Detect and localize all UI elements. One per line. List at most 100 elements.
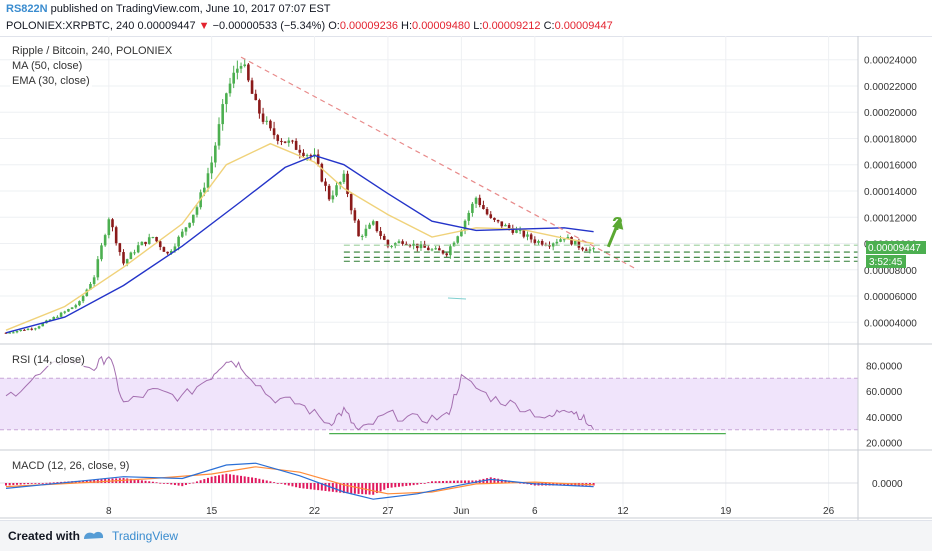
macd-histogram-bar xyxy=(276,483,279,484)
open-label: O: xyxy=(328,20,340,32)
macd-histogram-bar xyxy=(126,478,129,483)
x-tick-label: 12 xyxy=(617,506,629,517)
publish-info: published on TradingView.com, June 10, 2… xyxy=(50,3,331,15)
candle-body xyxy=(191,214,195,223)
tradingview-brand-link[interactable]: TradingView xyxy=(112,529,179,543)
macd-histogram-bar xyxy=(408,483,411,486)
macd-histogram-bar xyxy=(129,478,132,483)
macd-histogram-bar xyxy=(317,483,320,491)
candle-body xyxy=(287,140,291,143)
macd-histogram-bar xyxy=(210,476,213,483)
macd-histogram-bar xyxy=(258,478,261,483)
macd-histogram-bar xyxy=(519,482,522,484)
x-tick-label: 22 xyxy=(309,506,321,517)
candle-body xyxy=(353,210,357,221)
candle-body xyxy=(236,68,239,73)
price-tick-label: 0.00020000 xyxy=(864,108,917,119)
trendline xyxy=(240,56,638,271)
candle-body xyxy=(63,311,67,313)
drawing-mark xyxy=(447,297,467,300)
candle-body xyxy=(540,241,544,245)
chart-canvas[interactable]: 8 15 22 27 Jun 6 12 19 26 0.00004000 0.00006000 0.0… xyxy=(0,36,932,520)
high-label: H: xyxy=(401,20,413,32)
candle-body xyxy=(122,252,125,264)
candle-body xyxy=(298,149,302,153)
macd-histogram-bar xyxy=(49,482,52,484)
macd-histogram-bar xyxy=(280,483,283,484)
candle-body xyxy=(140,241,144,246)
candle-body xyxy=(357,220,360,237)
candle-body xyxy=(537,241,540,243)
candle-body xyxy=(89,284,92,290)
last-price-tag-bg xyxy=(866,241,926,254)
macd-histogram-bar xyxy=(434,481,437,483)
macd-histogram-bar xyxy=(563,483,566,486)
macd-line xyxy=(5,462,594,500)
candle-body xyxy=(214,145,217,163)
candle-body xyxy=(423,244,426,248)
macd-legend[interactable]: MACD (12, 26, close, 9) xyxy=(10,460,132,472)
rsi-tick-label: 80.0000 xyxy=(866,361,903,372)
macd-histogram-bar xyxy=(504,480,507,483)
macd-histogram-bar xyxy=(30,483,33,484)
candle-body xyxy=(390,245,393,247)
macd-histogram-bar xyxy=(184,483,187,485)
candle-body xyxy=(254,93,258,101)
candle-body xyxy=(136,245,140,253)
macd-histogram-bar xyxy=(5,483,7,486)
candle-body xyxy=(471,203,474,213)
chart-grid xyxy=(0,36,858,514)
macd-histogram-bar xyxy=(353,483,356,494)
x-tick-label: 27 xyxy=(382,506,394,517)
candle-body xyxy=(368,224,371,229)
candle-body xyxy=(70,307,74,310)
candle-body xyxy=(81,296,85,302)
macd-histogram-bar xyxy=(181,483,184,487)
candle-body xyxy=(177,236,180,247)
price-pane[interactable] xyxy=(4,56,858,334)
candle-body xyxy=(221,104,224,125)
macd-histogram-bar xyxy=(309,483,312,490)
candle-body xyxy=(291,140,294,142)
macd-histogram-bar xyxy=(287,483,290,486)
candle-body xyxy=(103,235,107,246)
macd-histogram-bar xyxy=(166,483,169,484)
candle-body xyxy=(478,197,482,206)
ema-legend[interactable]: EMA (30, close) xyxy=(10,75,92,87)
macd-histogram-bar xyxy=(445,480,448,483)
candle-body xyxy=(393,243,397,246)
macd-pane[interactable] xyxy=(0,462,858,500)
macd-histogram-bar xyxy=(229,474,232,483)
x-tick-label: 8 xyxy=(106,506,112,517)
candle-body xyxy=(573,240,577,245)
price-pane-title: Ripple / Bitcoin, 240, POLONIEX xyxy=(10,45,175,57)
macd-histogram-bar xyxy=(170,483,173,485)
candle-body xyxy=(526,234,529,237)
candle-body xyxy=(195,207,199,215)
rsi-pane[interactable] xyxy=(0,355,858,435)
candle-body xyxy=(147,237,151,245)
candle-body xyxy=(555,241,559,244)
candle-body xyxy=(118,243,122,253)
macd-histogram-bar xyxy=(368,483,371,495)
low-value: 0.00009212 xyxy=(482,20,541,32)
candle-body xyxy=(412,243,415,246)
macd-histogram-bar xyxy=(350,483,353,494)
macd-histogram-bar xyxy=(500,479,503,483)
rsi-legend[interactable]: RSI (14, close) xyxy=(10,354,87,366)
candle-body xyxy=(210,162,213,174)
username-link[interactable]: RS822N xyxy=(6,3,48,15)
candle-body xyxy=(206,173,210,188)
macd-histogram-bar xyxy=(302,483,305,489)
macd-histogram-bar xyxy=(140,480,143,483)
low-label: L: xyxy=(473,20,483,32)
candle-body xyxy=(522,230,526,237)
macd-histogram-bar xyxy=(493,478,496,483)
candle-body xyxy=(169,250,173,254)
macd-histogram-bar xyxy=(295,483,298,488)
macd-histogram-bar xyxy=(78,480,81,483)
ma-legend[interactable]: MA (50, close) xyxy=(10,60,85,72)
macd-histogram-bar xyxy=(188,483,191,484)
candle-body xyxy=(445,253,448,256)
macd-histogram-bar xyxy=(52,482,55,484)
